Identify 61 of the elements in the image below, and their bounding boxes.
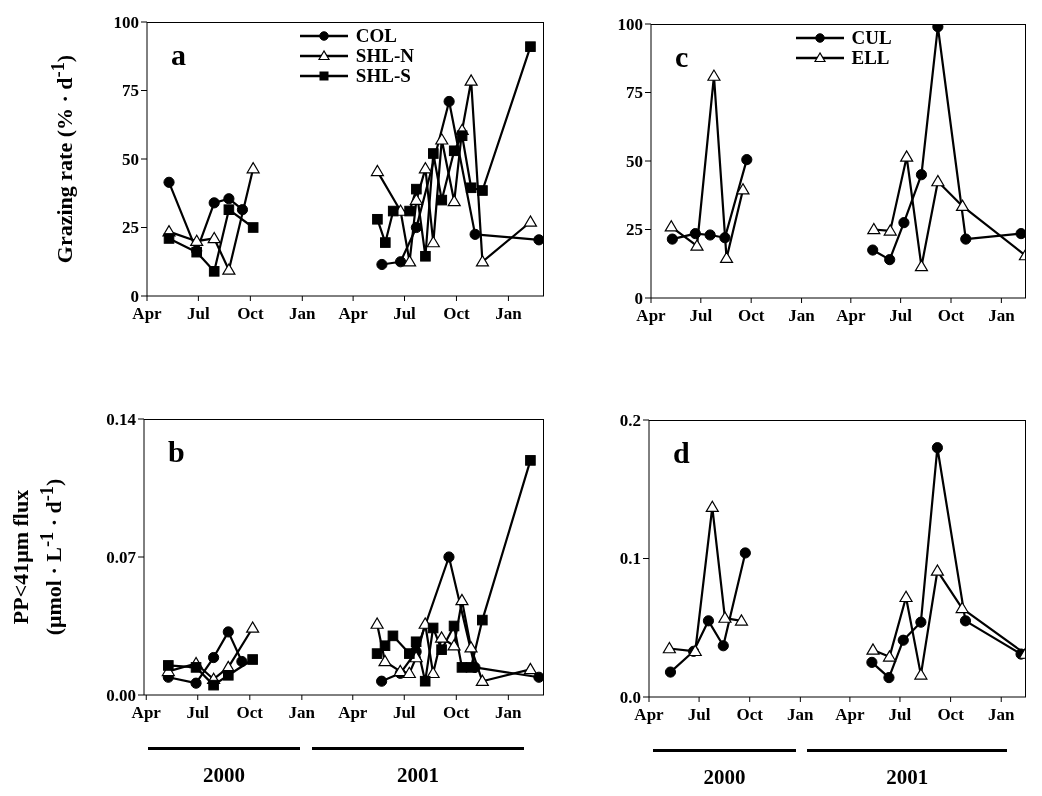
x-tick-label: Jul <box>187 304 210 324</box>
x-tick-label: Oct <box>737 306 765 326</box>
x-tick-label: Apr <box>338 703 368 723</box>
y-tick-label: 0 <box>130 286 139 306</box>
x-tick-label: Jul <box>889 306 913 326</box>
x-tick-label: Jul <box>888 705 912 725</box>
y-tick-label: 50 <box>122 149 139 169</box>
y-tick-label: 100 <box>617 14 643 34</box>
legend-label: SHL-S <box>355 65 411 87</box>
y-tick-label: 25 <box>626 220 643 240</box>
y-tick-label: 100 <box>113 12 139 32</box>
y-tick-label: 75 <box>122 81 139 101</box>
x-tick-label: Jan <box>988 306 1016 326</box>
text: b <box>168 435 185 468</box>
x-tick-label: Oct <box>236 703 264 723</box>
x-tick-label: Jan <box>988 705 1015 725</box>
legend-label: SHL-N <box>355 45 414 67</box>
y-tick-label: 0.0 <box>619 687 641 707</box>
x-tick-label: Oct <box>443 703 470 723</box>
x-tick-label: Jul <box>393 304 417 324</box>
y-tick-label: 50 <box>626 151 643 171</box>
text: c <box>675 40 689 73</box>
text: a <box>171 38 186 71</box>
y-tick-label: 0.2 <box>619 410 641 430</box>
x-tick-label: Jul <box>689 306 713 326</box>
y-tick-label: 0 <box>634 288 643 308</box>
y-tick-label: 0.07 <box>106 547 137 567</box>
x-tick-label: Apr <box>836 306 866 326</box>
y-tick-label: 0.1 <box>619 549 641 569</box>
legend-label: CUL <box>851 27 892 49</box>
x-tick-label: Jan <box>495 304 523 324</box>
legend-label: ELL <box>851 47 890 69</box>
x-tick-label: Apr <box>338 304 369 324</box>
x-tick-label: Oct <box>937 306 965 326</box>
x-tick-label: Apr <box>131 703 162 723</box>
legend-label: COL <box>355 25 398 47</box>
y-tick-label: 25 <box>122 218 139 238</box>
x-tick-label: Oct <box>736 705 764 725</box>
text: d <box>673 436 690 469</box>
x-tick-label: Jul <box>687 705 711 725</box>
x-tick-label: Apr <box>636 306 667 326</box>
y-tick-label: 75 <box>626 83 643 103</box>
text: 2001 <box>396 763 440 788</box>
text: 2001 <box>885 765 930 790</box>
x-tick-label: Jan <box>289 304 317 324</box>
x-tick-label: Jul <box>186 703 210 723</box>
text: 2000 <box>202 763 246 788</box>
x-tick-label: Jan <box>787 705 815 725</box>
x-tick-label: Jan <box>788 306 816 326</box>
x-tick-label: Apr <box>634 705 665 725</box>
x-tick-label: Oct <box>937 705 965 725</box>
x-tick-label: Apr <box>835 705 865 725</box>
x-tick-label: Oct <box>443 304 471 324</box>
x-tick-label: Apr <box>132 304 163 324</box>
x-tick-label: Jul <box>392 703 416 723</box>
y-tick-label: 0.00 <box>106 685 136 705</box>
x-tick-label: Jan <box>495 703 523 723</box>
y-tick-label: 0.14 <box>106 409 137 429</box>
x-tick-label: Oct <box>237 304 264 324</box>
x-tick-label: Jan <box>288 703 316 723</box>
text: 2000 <box>702 765 747 790</box>
